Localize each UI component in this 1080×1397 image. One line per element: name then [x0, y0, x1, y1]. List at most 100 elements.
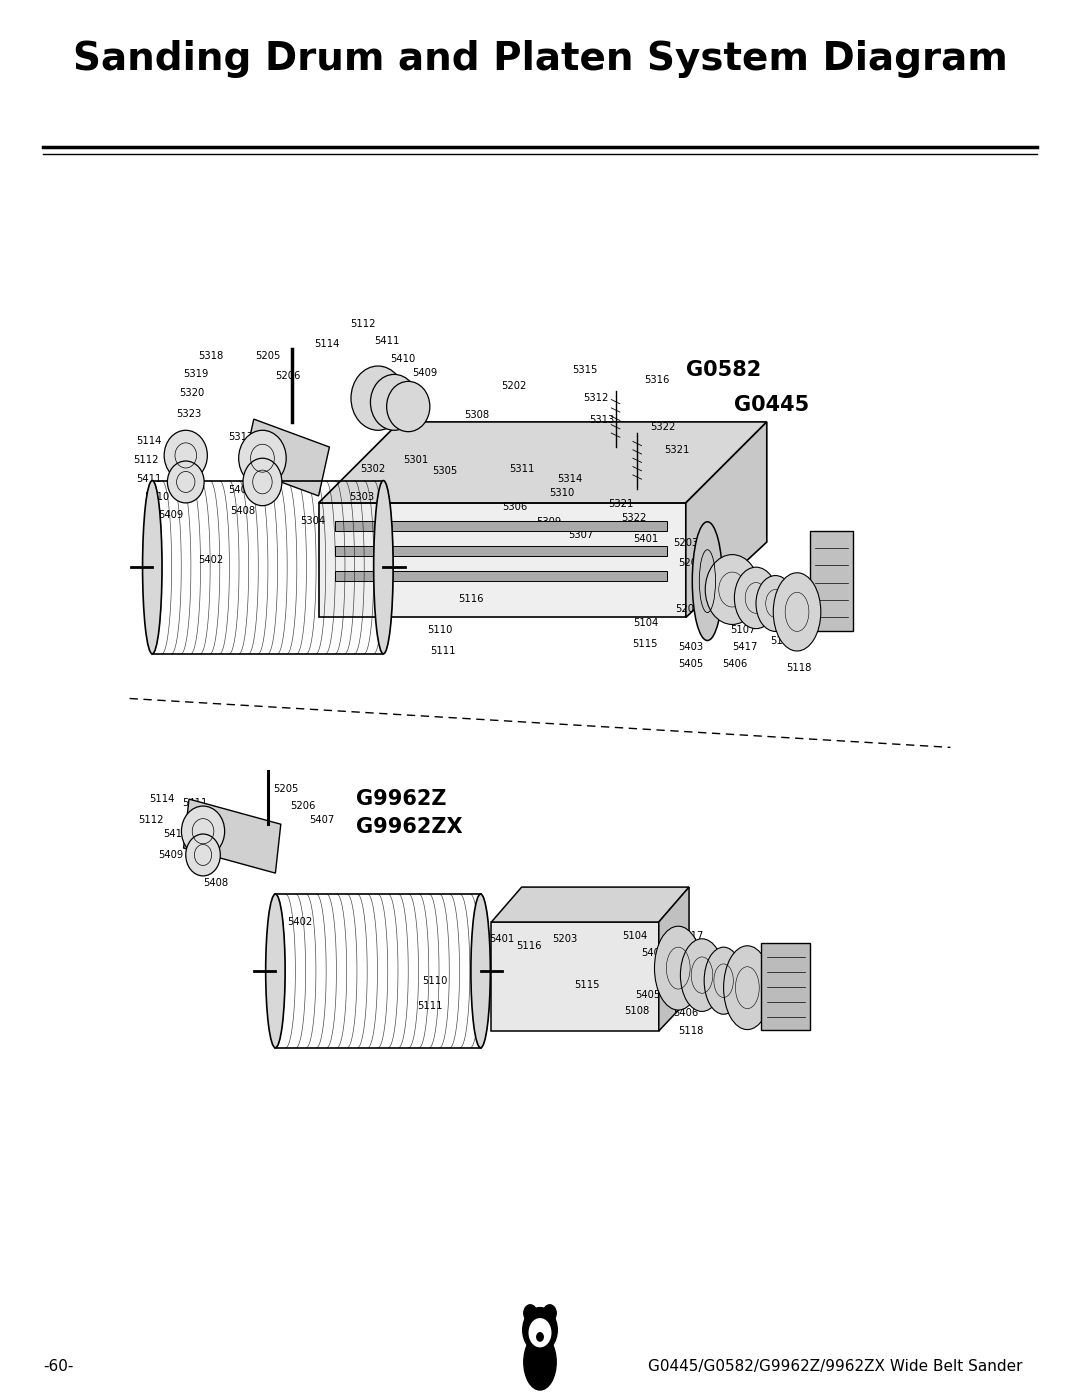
Text: 5319: 5319 — [183, 369, 208, 380]
Text: 5308: 5308 — [463, 409, 489, 420]
Text: 5309: 5309 — [536, 517, 562, 528]
Text: 5112: 5112 — [138, 814, 164, 826]
Text: 5110: 5110 — [427, 624, 453, 636]
Text: 5114: 5114 — [136, 436, 162, 447]
Text: 5104: 5104 — [633, 617, 659, 629]
Text: G0582: G0582 — [686, 360, 761, 380]
Text: 5111: 5111 — [430, 645, 456, 657]
Ellipse shape — [181, 806, 225, 856]
Text: 5114: 5114 — [314, 338, 340, 349]
Text: 5407: 5407 — [228, 485, 254, 496]
Ellipse shape — [680, 939, 724, 1011]
Text: 5108: 5108 — [770, 636, 796, 647]
Text: G0445/G0582/G9962Z/9962ZX Wide Belt Sander: G0445/G0582/G9962Z/9962ZX Wide Belt Sand… — [648, 1359, 1023, 1373]
Ellipse shape — [704, 947, 743, 1014]
Text: 5405: 5405 — [678, 658, 704, 669]
Text: 5206: 5206 — [275, 370, 301, 381]
Text: 5116: 5116 — [516, 940, 542, 951]
Text: 5318: 5318 — [198, 351, 224, 362]
Ellipse shape — [535, 1336, 545, 1347]
Text: 5405: 5405 — [635, 989, 661, 1000]
Text: 5411: 5411 — [374, 335, 400, 346]
Text: 5203: 5203 — [673, 538, 699, 549]
Ellipse shape — [387, 381, 430, 432]
Text: 5203: 5203 — [675, 604, 701, 615]
Ellipse shape — [374, 481, 393, 654]
Text: 5306: 5306 — [502, 502, 528, 513]
Text: 5403: 5403 — [640, 947, 666, 958]
Text: 5401: 5401 — [633, 534, 659, 545]
Ellipse shape — [370, 374, 418, 430]
Circle shape — [523, 1308, 557, 1352]
Polygon shape — [491, 887, 689, 922]
Text: 5304: 5304 — [300, 515, 326, 527]
Text: G9962ZX: G9962ZX — [356, 817, 463, 837]
Text: 5322: 5322 — [650, 422, 676, 433]
Text: 5307: 5307 — [568, 529, 594, 541]
Text: 5410: 5410 — [144, 492, 170, 503]
Text: 5310: 5310 — [549, 488, 575, 499]
Polygon shape — [335, 546, 667, 556]
Text: 5406: 5406 — [673, 1007, 699, 1018]
Text: 5107: 5107 — [730, 624, 756, 636]
Text: 5115: 5115 — [632, 638, 658, 650]
Text: 5312: 5312 — [583, 393, 609, 404]
Ellipse shape — [186, 834, 220, 876]
Polygon shape — [243, 419, 329, 496]
Ellipse shape — [471, 894, 490, 1048]
Text: 5111: 5111 — [417, 1000, 443, 1011]
Text: 5321: 5321 — [608, 499, 634, 510]
Text: 5202: 5202 — [501, 380, 527, 391]
Polygon shape — [319, 503, 686, 617]
Polygon shape — [335, 521, 667, 531]
Ellipse shape — [734, 567, 778, 629]
Text: G0445: G0445 — [734, 395, 810, 415]
Text: 5401: 5401 — [489, 933, 515, 944]
Text: 5108: 5108 — [624, 1006, 650, 1017]
Ellipse shape — [243, 458, 282, 506]
Ellipse shape — [705, 555, 759, 624]
Text: 5403: 5403 — [678, 641, 704, 652]
Text: 5110: 5110 — [422, 975, 448, 986]
Text: 5112: 5112 — [133, 454, 159, 465]
Text: 5107: 5107 — [684, 951, 710, 963]
Text: 5104: 5104 — [622, 930, 648, 942]
Ellipse shape — [724, 946, 771, 1030]
Text: 5205: 5205 — [255, 351, 281, 362]
Ellipse shape — [756, 576, 795, 631]
Text: 5301: 5301 — [403, 454, 429, 465]
Polygon shape — [491, 922, 659, 1031]
Text: Sanding Drum and Platen System Diagram: Sanding Drum and Platen System Diagram — [72, 39, 1008, 78]
Ellipse shape — [773, 573, 821, 651]
Text: 5206: 5206 — [289, 800, 315, 812]
Text: 5409: 5409 — [158, 510, 184, 521]
Text: 5409: 5409 — [158, 849, 184, 861]
Text: 5323: 5323 — [176, 408, 202, 419]
Text: 5409: 5409 — [411, 367, 437, 379]
Polygon shape — [686, 422, 767, 617]
Text: 5408: 5408 — [203, 877, 229, 888]
Text: 5410: 5410 — [163, 828, 189, 840]
Ellipse shape — [654, 926, 702, 1010]
Text: 5322: 5322 — [621, 513, 647, 524]
Text: 5203: 5203 — [552, 933, 578, 944]
Text: 5402: 5402 — [287, 916, 313, 928]
Text: 5316: 5316 — [644, 374, 670, 386]
Polygon shape — [319, 422, 767, 503]
Text: 5118: 5118 — [786, 662, 812, 673]
Ellipse shape — [266, 894, 285, 1048]
Circle shape — [524, 1305, 537, 1322]
Text: 5320: 5320 — [179, 387, 205, 398]
Text: 5112: 5112 — [350, 319, 376, 330]
Ellipse shape — [524, 1334, 556, 1390]
Text: 5305: 5305 — [432, 465, 458, 476]
Text: G9962Z: G9962Z — [356, 789, 447, 809]
Text: 5406: 5406 — [721, 658, 747, 669]
Ellipse shape — [692, 522, 723, 640]
Text: 5118: 5118 — [678, 1025, 704, 1037]
Text: 5315: 5315 — [572, 365, 598, 376]
Text: 5209: 5209 — [678, 557, 704, 569]
Text: 5411: 5411 — [136, 474, 162, 485]
Ellipse shape — [239, 430, 286, 486]
Text: 5411: 5411 — [181, 798, 207, 809]
